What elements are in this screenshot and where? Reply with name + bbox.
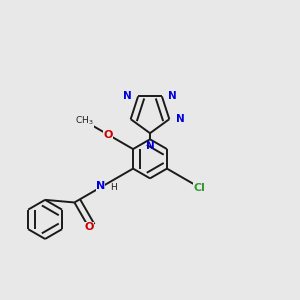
Text: O: O [103,130,113,140]
Text: O: O [84,222,94,233]
Text: N: N [96,181,105,190]
Text: N: N [168,92,177,101]
Text: N: N [146,140,154,151]
Text: Cl: Cl [194,182,206,193]
Text: H: H [110,182,117,191]
Text: N: N [123,92,132,101]
Text: CH$_3$: CH$_3$ [75,115,94,128]
Text: N: N [176,114,184,124]
